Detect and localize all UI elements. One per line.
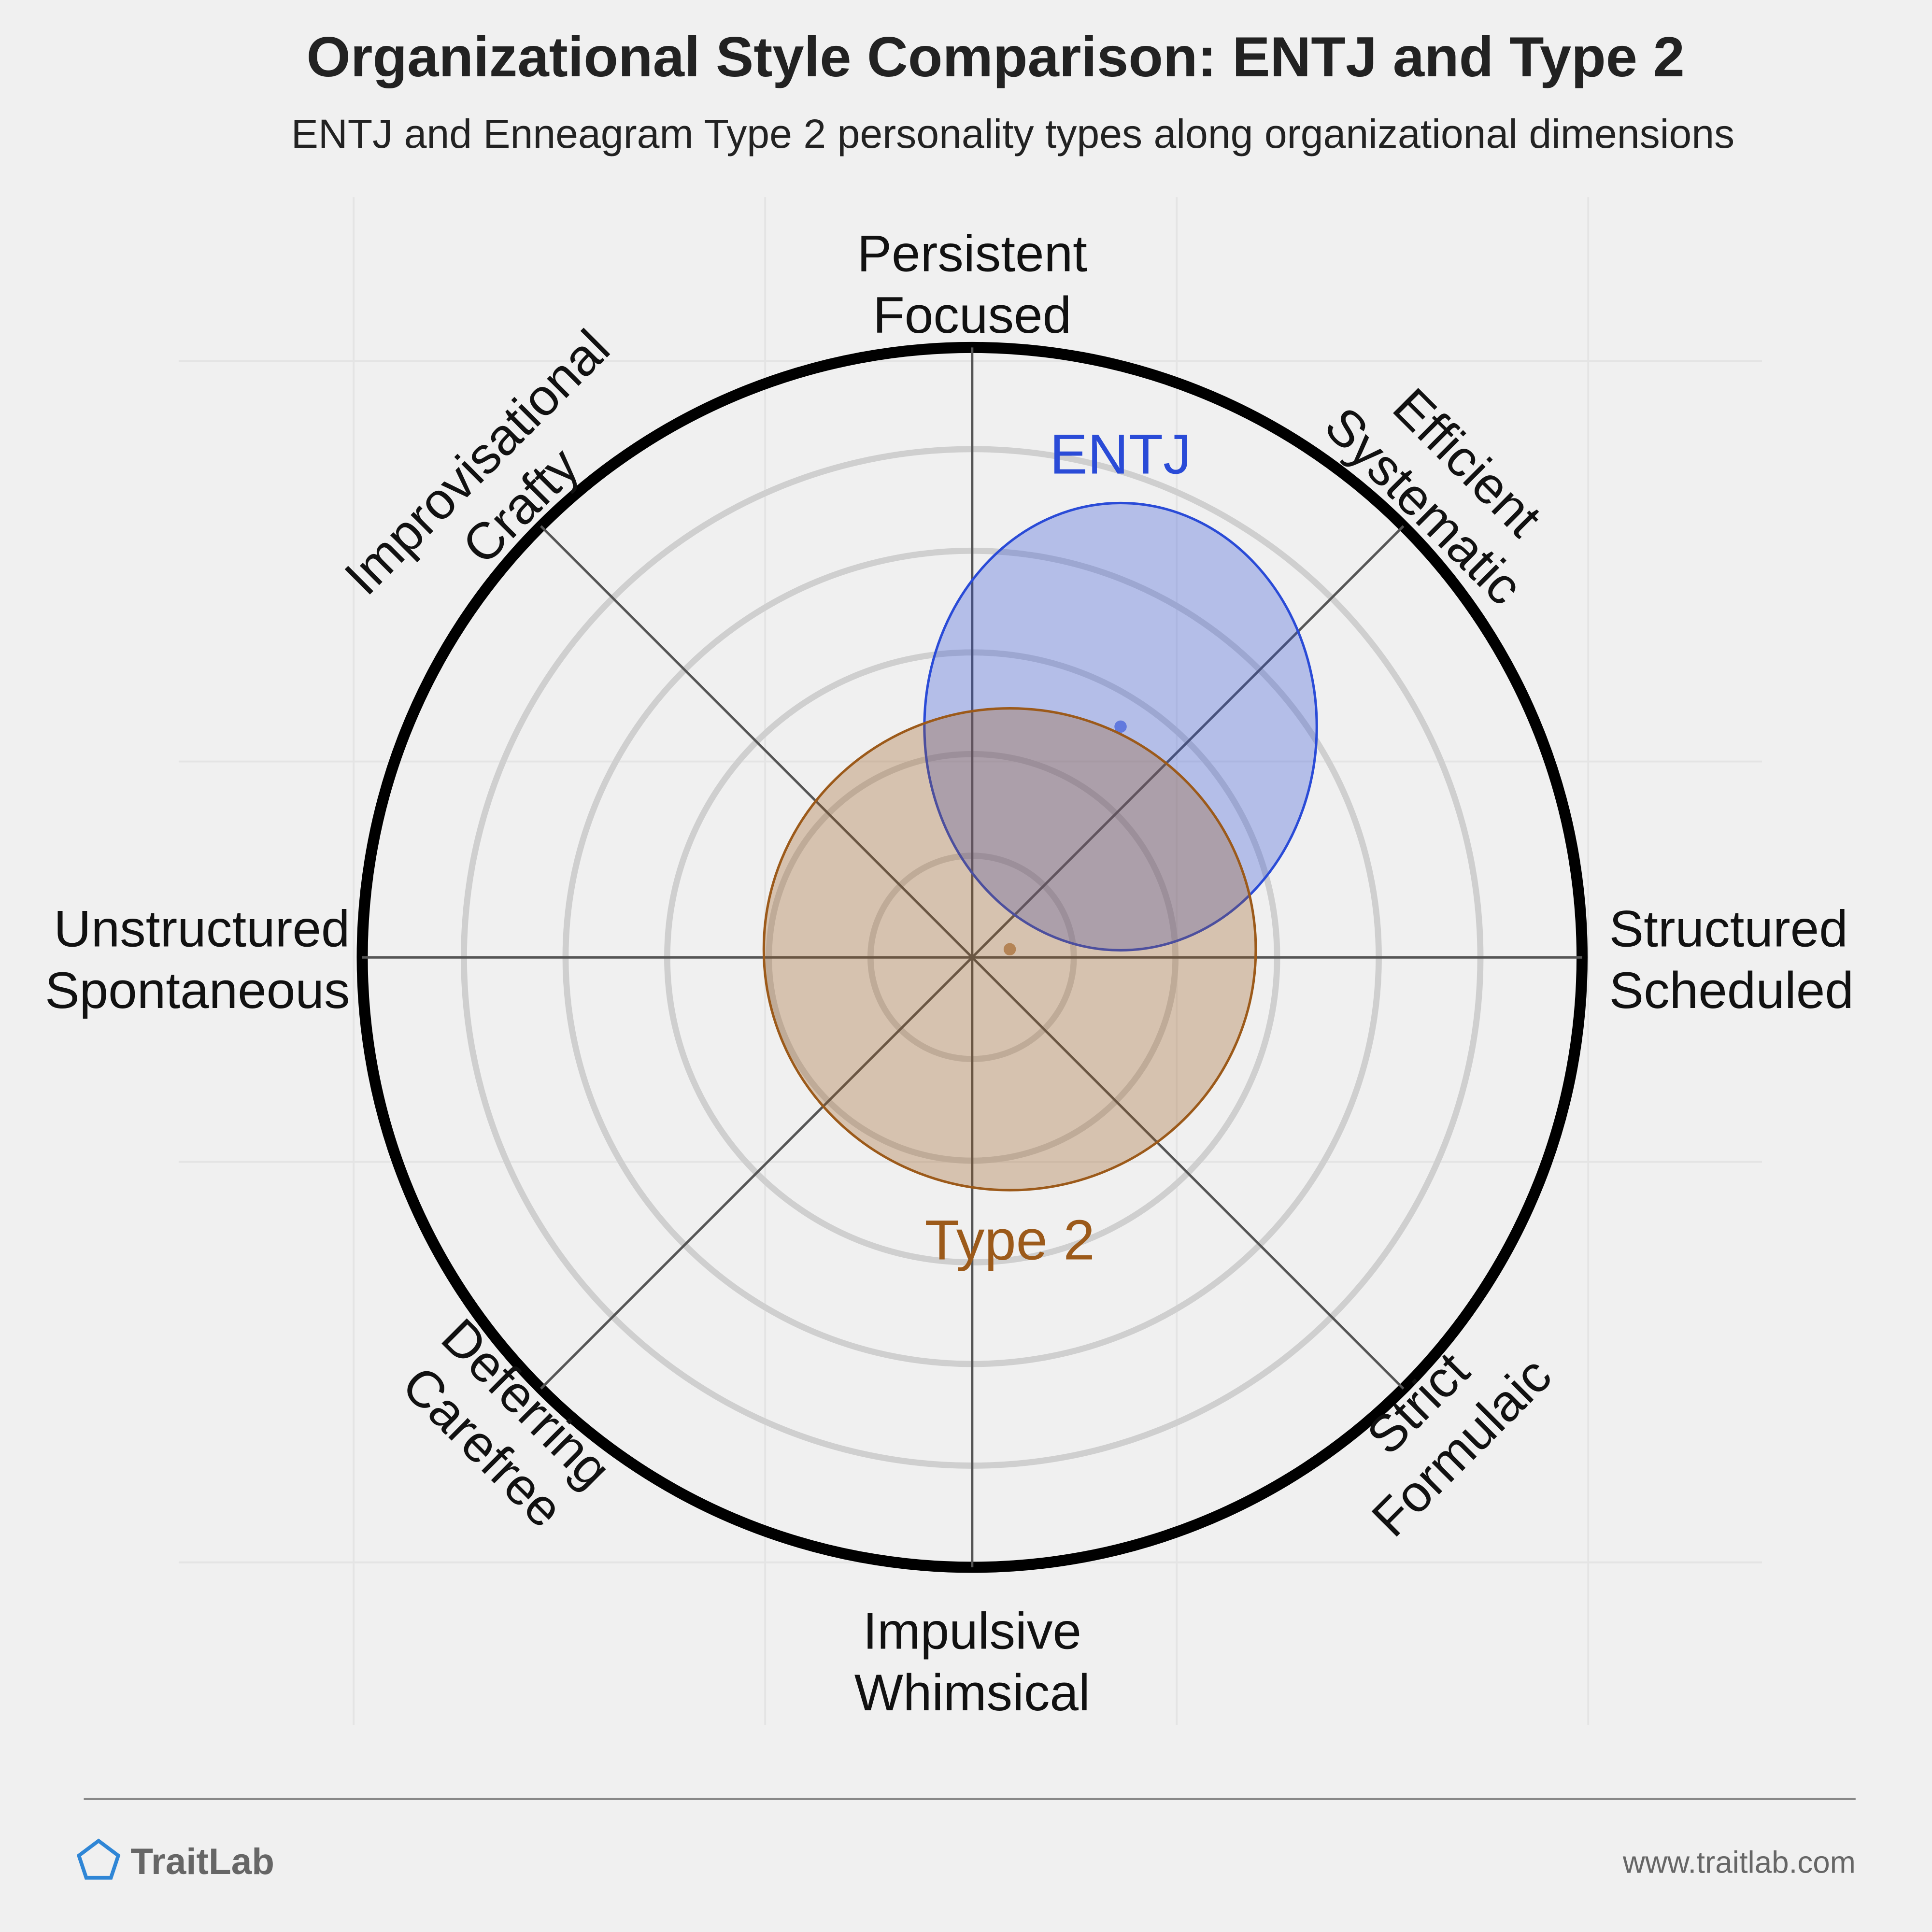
axis-label: Spontaneous [45,961,350,1019]
axis-label: Impulsive [863,1602,1081,1660]
axis-line [971,525,1405,958]
brand-logo [76,1838,121,1880]
axis-line [971,956,1405,1390]
bubble-center [1003,943,1016,956]
brand-name: TraitLab [130,1841,274,1882]
footer-url: www.traitlab.com [1622,1845,1856,1880]
series-label: Type 2 [925,1208,1095,1271]
axis-line [540,956,973,1390]
bubble-center [1114,720,1127,733]
axis-line [540,525,973,958]
axis-label: Unstructured [54,899,350,957]
series-label: ENTJ [1050,423,1191,486]
axis-label: Whimsical [854,1663,1090,1721]
axis-label: Persistent [857,224,1087,282]
chart-title: Organizational Style Comparison: ENTJ an… [307,25,1685,88]
axis-label: Structured [1609,899,1848,957]
chart-subtitle: ENTJ and Enneagram Type 2 personality ty… [291,111,1734,156]
axis-label: Scheduled [1609,961,1854,1019]
axis-label: Focused [873,286,1071,344]
